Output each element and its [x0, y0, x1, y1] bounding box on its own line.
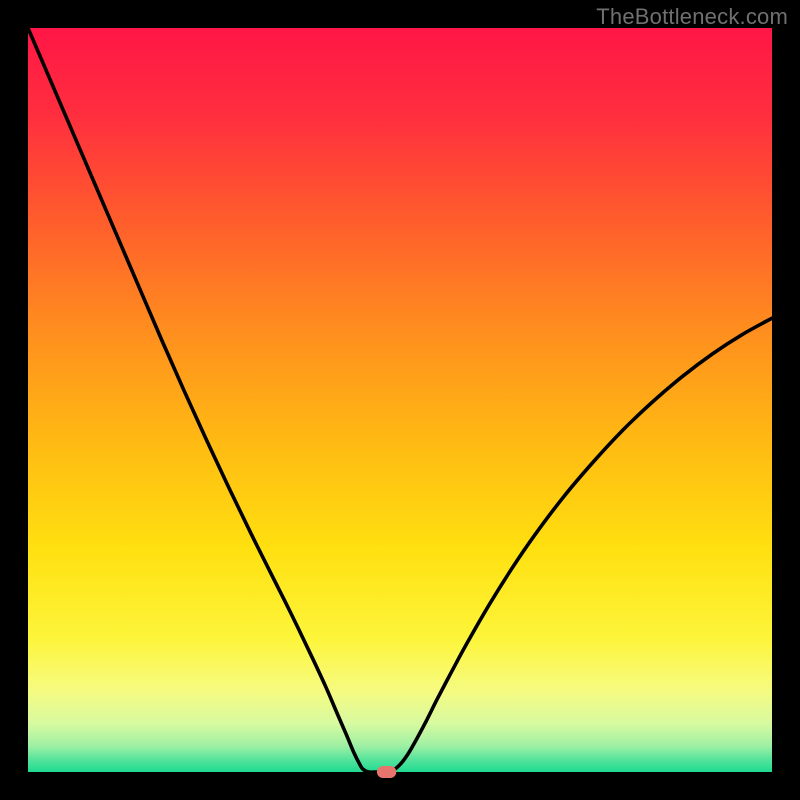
optimal-marker	[377, 766, 396, 778]
plot-background	[28, 28, 772, 772]
bottleneck-chart	[0, 0, 800, 800]
chart-stage: TheBottleneck.com	[0, 0, 800, 800]
